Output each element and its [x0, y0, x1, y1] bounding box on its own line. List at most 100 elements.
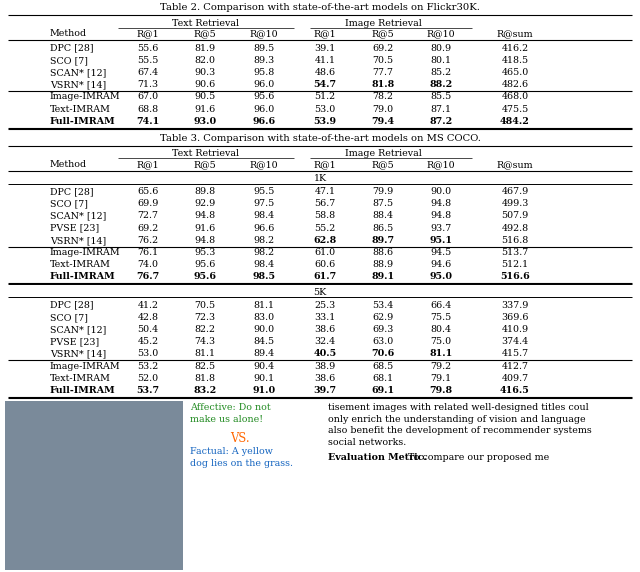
Text: 516.8: 516.8: [501, 236, 529, 245]
Text: 96.0: 96.0: [253, 105, 275, 114]
Text: 512.1: 512.1: [501, 260, 529, 269]
Text: Image Retrieval: Image Retrieval: [344, 18, 421, 27]
Text: 41.2: 41.2: [138, 301, 159, 309]
Text: 77.7: 77.7: [372, 68, 394, 77]
Text: 5K: 5K: [314, 288, 326, 297]
Text: 82.2: 82.2: [195, 325, 216, 334]
Text: 53.4: 53.4: [372, 301, 394, 309]
Text: DPC [28]: DPC [28]: [50, 301, 93, 309]
Text: R@5: R@5: [194, 30, 216, 38]
Text: 53.0: 53.0: [138, 349, 159, 359]
Text: 88.9: 88.9: [372, 260, 394, 269]
Text: R@1: R@1: [137, 160, 159, 169]
Text: 507.9: 507.9: [501, 212, 529, 220]
Text: 63.0: 63.0: [372, 337, 394, 346]
Text: 55.6: 55.6: [138, 43, 159, 53]
Text: SCAN* [12]: SCAN* [12]: [50, 325, 106, 334]
Text: 80.4: 80.4: [431, 325, 451, 334]
Text: Table 3. Comparison with state-of-the-art models on MS COCO.: Table 3. Comparison with state-of-the-ar…: [159, 134, 481, 143]
Text: PVSE [23]: PVSE [23]: [50, 337, 99, 346]
Text: 467.9: 467.9: [501, 187, 529, 196]
Text: R@1: R@1: [314, 160, 336, 169]
Text: 484.2: 484.2: [500, 117, 530, 126]
Text: 89.8: 89.8: [195, 187, 216, 196]
Text: DPC [28]: DPC [28]: [50, 187, 93, 196]
Text: 85.2: 85.2: [431, 68, 452, 77]
Text: 62.9: 62.9: [372, 313, 394, 322]
Text: 68.1: 68.1: [372, 374, 394, 383]
Text: 499.3: 499.3: [501, 199, 529, 208]
Text: 81.8: 81.8: [195, 374, 216, 383]
Text: 1K: 1K: [314, 174, 326, 184]
Text: 95.6: 95.6: [253, 93, 275, 101]
Text: 50.4: 50.4: [138, 325, 159, 334]
Text: 95.6: 95.6: [195, 260, 216, 269]
Text: Text-IMRAM: Text-IMRAM: [50, 105, 111, 114]
Text: 72.7: 72.7: [138, 212, 159, 220]
Text: R@1: R@1: [137, 30, 159, 38]
Text: 95.1: 95.1: [429, 236, 452, 245]
Text: 41.1: 41.1: [314, 56, 335, 65]
Text: 87.2: 87.2: [429, 117, 452, 126]
Text: 65.6: 65.6: [138, 187, 159, 196]
Text: Table 2. Comparison with state-of-the-art models on Flickr30K.: Table 2. Comparison with state-of-the-ar…: [160, 3, 480, 12]
Text: 75.5: 75.5: [430, 313, 452, 322]
Text: 85.5: 85.5: [430, 93, 452, 101]
Text: 90.0: 90.0: [431, 187, 452, 196]
Text: SCO [7]: SCO [7]: [50, 56, 88, 65]
Text: 67.0: 67.0: [138, 93, 159, 101]
Text: 95.8: 95.8: [253, 68, 275, 77]
Text: SCAN* [12]: SCAN* [12]: [50, 68, 106, 77]
Text: 87.5: 87.5: [372, 199, 394, 208]
Text: 416.5: 416.5: [500, 386, 530, 395]
Text: 93.7: 93.7: [430, 224, 452, 233]
Text: Method: Method: [50, 160, 87, 169]
Text: 38.9: 38.9: [314, 362, 335, 371]
Text: 70.6: 70.6: [371, 349, 395, 359]
Text: Affective: Do not: Affective: Do not: [190, 403, 271, 412]
Text: R@5: R@5: [372, 30, 394, 38]
Text: 87.1: 87.1: [431, 105, 451, 114]
Text: 69.2: 69.2: [372, 43, 394, 53]
Text: 62.8: 62.8: [314, 236, 337, 245]
Text: Text Retrieval: Text Retrieval: [172, 149, 239, 158]
Text: 94.8: 94.8: [195, 236, 216, 245]
Text: 94.6: 94.6: [430, 260, 452, 269]
Text: 82.5: 82.5: [195, 362, 216, 371]
Text: Full-IMRAM: Full-IMRAM: [50, 272, 116, 281]
Text: 95.0: 95.0: [429, 272, 452, 281]
Text: also benefit the development of recommender systems: also benefit the development of recommen…: [328, 426, 592, 435]
Text: Evaluation Metric.: Evaluation Metric.: [328, 452, 427, 462]
Text: 60.6: 60.6: [314, 260, 335, 269]
Text: 337.9: 337.9: [501, 301, 529, 309]
Text: 54.7: 54.7: [314, 80, 337, 89]
Text: 69.9: 69.9: [138, 199, 159, 208]
Text: 97.5: 97.5: [253, 199, 275, 208]
Text: Full-IMRAM: Full-IMRAM: [50, 117, 116, 126]
Text: 40.5: 40.5: [314, 349, 337, 359]
Text: 91.0: 91.0: [252, 386, 276, 395]
Text: 468.0: 468.0: [501, 93, 529, 101]
Text: R@10: R@10: [250, 160, 278, 169]
Text: Factual: A yellow: Factual: A yellow: [190, 447, 273, 456]
Text: 58.8: 58.8: [314, 212, 335, 220]
Text: 79.4: 79.4: [371, 117, 395, 126]
Text: 33.1: 33.1: [314, 313, 335, 322]
Text: 45.2: 45.2: [138, 337, 159, 346]
Text: 70.5: 70.5: [372, 56, 394, 65]
Text: 56.7: 56.7: [314, 199, 335, 208]
Text: Text Retrieval: Text Retrieval: [172, 18, 239, 27]
Text: 78.2: 78.2: [372, 93, 394, 101]
Text: Text-IMRAM: Text-IMRAM: [50, 374, 111, 383]
Text: 81.1: 81.1: [195, 349, 216, 359]
Text: 88.6: 88.6: [372, 248, 394, 257]
Text: 68.5: 68.5: [372, 362, 394, 371]
Text: 94.8: 94.8: [431, 212, 452, 220]
Text: 81.1: 81.1: [429, 349, 452, 359]
Text: 89.7: 89.7: [371, 236, 395, 245]
Text: 516.6: 516.6: [500, 272, 530, 281]
Text: tisement images with related well-designed titles coul: tisement images with related well-design…: [328, 403, 589, 412]
Text: R@sum: R@sum: [497, 30, 533, 38]
Text: 76.2: 76.2: [138, 236, 159, 245]
Text: R@10: R@10: [250, 30, 278, 38]
